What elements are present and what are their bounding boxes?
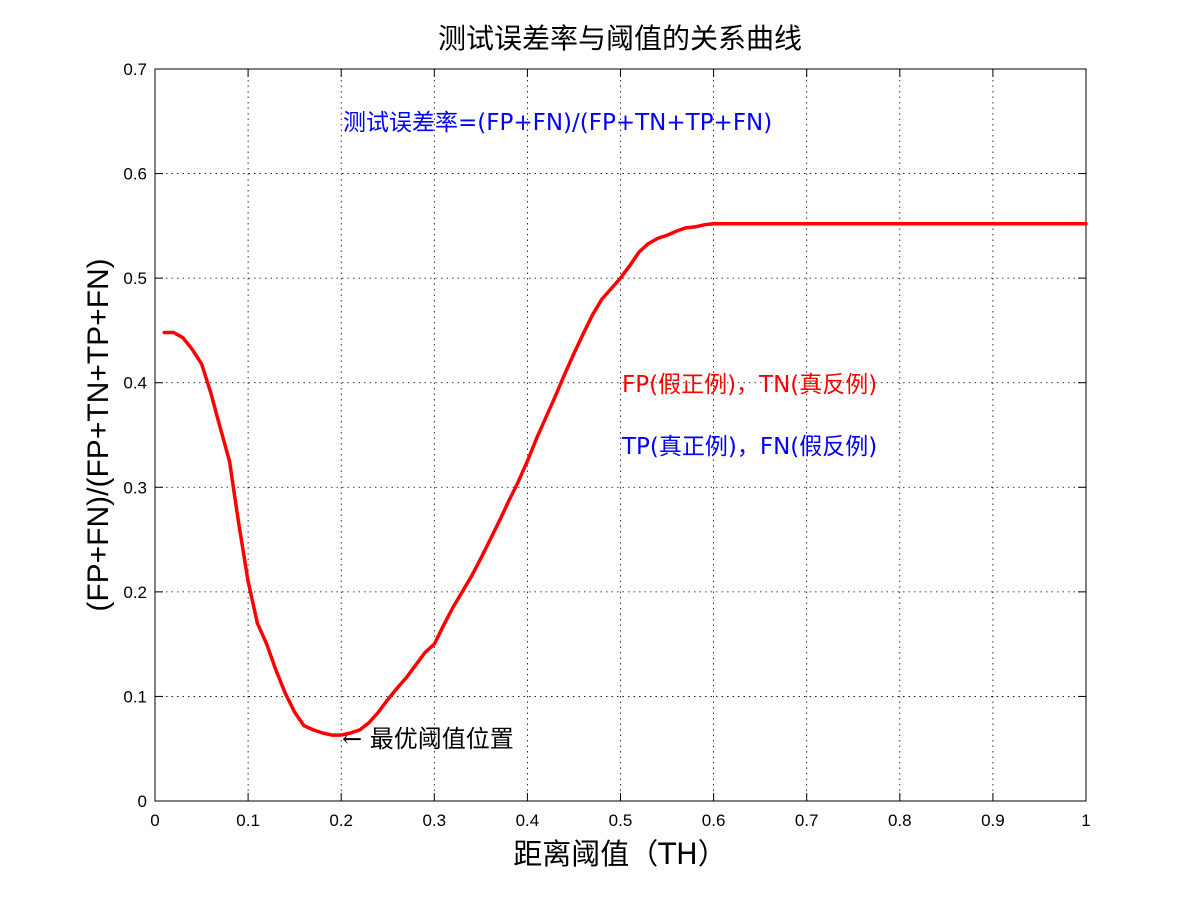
y-tick-label: 0.3 [123,478,147,497]
y-tick-label: 0.7 [123,60,147,79]
fp-tn-annotation: FP(假正例)，TN(真反例) [622,372,877,398]
y-tick-label: 0 [138,792,147,811]
x-tick-label: 1 [1081,811,1090,830]
axis-ticks: 0 0.1 0.2 0.3 0.4 0.5 0.6 0.7 0.8 0.9 1 0 0.1 0.2 0.3 0… [123,60,1090,830]
series-group [162,222,1088,737]
x-tick-label: 0.6 [702,811,726,830]
x-tick-label: 0.5 [609,811,633,830]
formula-annotation: 测试误差率=(FP+FN)/(FP+TN+TP+FN) [343,110,772,136]
x-tick-label: 0.9 [981,811,1005,830]
chart-title: 测试误差率与阈值的关系曲线 [438,22,802,55]
x-tick-label: 0 [150,811,159,830]
y-tick-label: 0.2 [123,583,147,602]
optimal-threshold-annotation: ← 最优阈值位置 [342,725,514,753]
error-rate-line [162,222,1088,737]
y-tick-label: 0.6 [123,165,147,184]
x-tick-label: 0.4 [516,811,540,830]
x-tick-label: 0.7 [795,811,819,830]
x-tick-label: 0.1 [236,811,260,830]
x-tick-label: 0.3 [422,811,446,830]
x-tick-label: 0.8 [888,811,912,830]
x-tick-label: 0.2 [329,811,353,830]
x-axis-label: 距离阈值（TH） [513,837,727,871]
y-tick-label: 0.1 [123,687,147,706]
grid-lines [155,69,1086,801]
y-tick-label: 0.5 [123,269,147,288]
y-tick-label: 0.4 [123,374,147,393]
y-axis-label: (FP+FN)/(FP+TN+TP+FN) [82,258,115,611]
tp-fn-annotation: TP(真正例)，FN(假反例) [621,434,877,460]
